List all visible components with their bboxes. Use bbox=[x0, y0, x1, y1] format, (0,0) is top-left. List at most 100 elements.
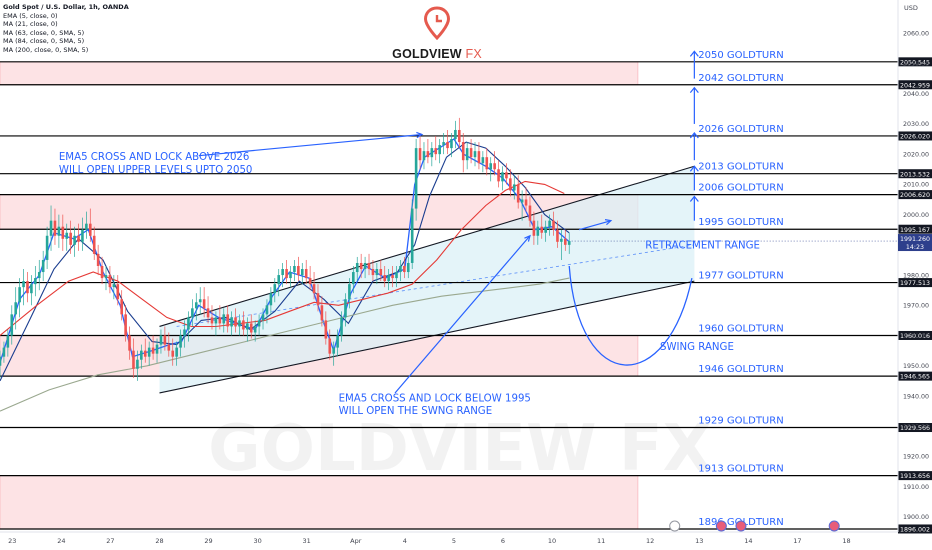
current-price-badge bbox=[898, 234, 932, 252]
pointer-arrow-retrace-head bbox=[604, 219, 613, 226]
candle-body-96 bbox=[375, 269, 379, 276]
goldturn-label-0: 2050 GOLDTURN bbox=[698, 50, 783, 61]
candle-body-139 bbox=[544, 226, 547, 233]
goldturn-label-1: 2042 GOLDTURN bbox=[698, 73, 783, 84]
us-flag-icon[interactable] bbox=[828, 520, 840, 532]
legend-ma200[interactable]: MA (200, close, 0, SMA, 5) bbox=[3, 45, 89, 54]
price-axis-badge-top bbox=[898, 57, 932, 67]
time-tick-8: 4 bbox=[403, 537, 407, 545]
candle-body-125 bbox=[489, 163, 493, 170]
us-flag-icon[interactable] bbox=[715, 520, 727, 532]
time-tick-7: Apr bbox=[350, 537, 362, 545]
candle-body-88 bbox=[344, 299, 347, 318]
time-tick-4: 29 bbox=[204, 537, 212, 545]
pointer-arrow-upper-head bbox=[416, 131, 424, 139]
legend-ma84[interactable]: MA (84, close, 0, SMA, 5) bbox=[3, 37, 85, 46]
price-axis[interactable]: 2050.545 2042.959 2026.020 2013.532 2006.620… bbox=[897, 0, 932, 534]
candle-body-87 bbox=[340, 317, 343, 336]
pointer-arrow-retrace bbox=[578, 220, 612, 231]
target-arrowhead-2 bbox=[689, 132, 699, 139]
candle-body-28 bbox=[108, 275, 112, 288]
candle-body-52 bbox=[202, 299, 206, 309]
annotation-text-1: WILL OPEN UPPER LEVELS UPTO 2050 bbox=[59, 165, 253, 176]
candle-body-118 bbox=[461, 142, 465, 161]
candle-body-138 bbox=[540, 226, 544, 233]
channel-fill bbox=[159, 166, 695, 393]
price-axis-badge-text-top: 2050.545 bbox=[900, 59, 930, 66]
goldturn-label-6: 1977 GOLDTURN bbox=[698, 271, 783, 282]
candle-body-82 bbox=[320, 305, 324, 321]
price-tick-7: 1970.00 bbox=[903, 303, 929, 310]
candle-body-46 bbox=[179, 335, 182, 348]
candlesticks bbox=[0, 117, 571, 381]
candle-body-3 bbox=[10, 314, 14, 336]
target-arrowhead-3 bbox=[689, 86, 699, 94]
candle-body-75 bbox=[293, 266, 296, 273]
candle-body-17 bbox=[65, 232, 69, 239]
candle-body-80 bbox=[312, 284, 316, 294]
candle-body-53 bbox=[206, 308, 210, 318]
candle-body-6 bbox=[22, 281, 25, 288]
price-axis-badge-6 bbox=[898, 278, 932, 288]
candle-body-23 bbox=[88, 223, 92, 236]
candle-body-5 bbox=[18, 287, 21, 303]
candle-body-93 bbox=[363, 262, 367, 270]
candle-body-62 bbox=[242, 320, 245, 330]
candle-body-57 bbox=[222, 314, 226, 324]
lightning-icon[interactable] bbox=[669, 520, 681, 532]
price-tick-5: 1950.00 bbox=[903, 363, 929, 370]
candle-body-24 bbox=[92, 235, 96, 254]
candle-body-14 bbox=[53, 220, 57, 236]
candle-body-124 bbox=[485, 157, 489, 170]
candle-body-7 bbox=[26, 281, 29, 294]
goldturn-label-2: 2026 GOLDTURN bbox=[698, 124, 783, 135]
time-tick-12: 11 bbox=[597, 537, 605, 545]
candle-body-4 bbox=[14, 302, 18, 315]
candle-body-41 bbox=[159, 335, 163, 345]
candle-body-130 bbox=[509, 178, 512, 191]
price-tick-13: 2030.00 bbox=[903, 121, 929, 128]
time-tick-0: 23 bbox=[8, 537, 16, 545]
legend-symbol-title[interactable]: Gold Spot / U.S. Dollar, 1h, OANDA bbox=[3, 3, 129, 11]
chart-legend[interactable]: Gold Spot / U.S. Dollar, 1h, OANDA EMA (… bbox=[3, 3, 129, 55]
price-tick-2: 1920.00 bbox=[903, 454, 929, 461]
legend-ema5[interactable]: EMA (5, close, 0) bbox=[3, 11, 58, 20]
candle-body-100 bbox=[391, 275, 394, 279]
swing-range-curve bbox=[568, 265, 693, 366]
candle-body-45 bbox=[175, 347, 178, 357]
candle-body-47 bbox=[183, 329, 186, 336]
candle-body-95 bbox=[371, 269, 375, 276]
price-axis-badge-5 bbox=[898, 224, 932, 234]
candle-body-136 bbox=[532, 220, 536, 236]
candle-body-102 bbox=[399, 266, 402, 273]
ascending-channel bbox=[159, 165, 695, 394]
candle-body-145 bbox=[567, 241, 571, 245]
candle-body-91 bbox=[355, 262, 359, 273]
candle-body-85 bbox=[332, 347, 335, 354]
candle-body-73 bbox=[285, 269, 288, 279]
candle-body-16 bbox=[61, 226, 65, 239]
price-axis-badge-1 bbox=[898, 80, 932, 90]
pointer-arrow-lower bbox=[394, 235, 531, 394]
candle-body-9 bbox=[34, 278, 37, 285]
time-axis[interactable]: 23 24 27 28 29 30 31 Apr 4 5 6 10 11 12 13 14 17 18 bbox=[0, 520, 932, 545]
candle-body-108 bbox=[422, 151, 426, 161]
candle-body-78 bbox=[304, 269, 308, 279]
us-flag-icon[interactable] bbox=[735, 520, 747, 532]
candle-body-105 bbox=[410, 208, 414, 263]
candle-body-98 bbox=[383, 275, 387, 282]
candle-body-86 bbox=[336, 335, 339, 348]
candle-body-126 bbox=[493, 163, 496, 170]
candle-body-128 bbox=[501, 172, 504, 182]
candle-body-77 bbox=[300, 269, 304, 276]
price-axis-badge-text-8: 1946.565 bbox=[900, 374, 930, 381]
legend-ma63[interactable]: MA (63, close, 0, SMA, 5) bbox=[3, 28, 85, 37]
goldturn-label-5: 1995 GOLDTURN bbox=[698, 217, 783, 228]
candle-body-49 bbox=[191, 308, 194, 318]
legend-ma21[interactable]: MA (21, close, 0) bbox=[3, 20, 58, 29]
candle-body-115 bbox=[450, 139, 453, 149]
candle-body-48 bbox=[187, 317, 190, 330]
target-arrowhead-1 bbox=[689, 165, 699, 172]
series-line-ma21 bbox=[0, 141, 570, 382]
